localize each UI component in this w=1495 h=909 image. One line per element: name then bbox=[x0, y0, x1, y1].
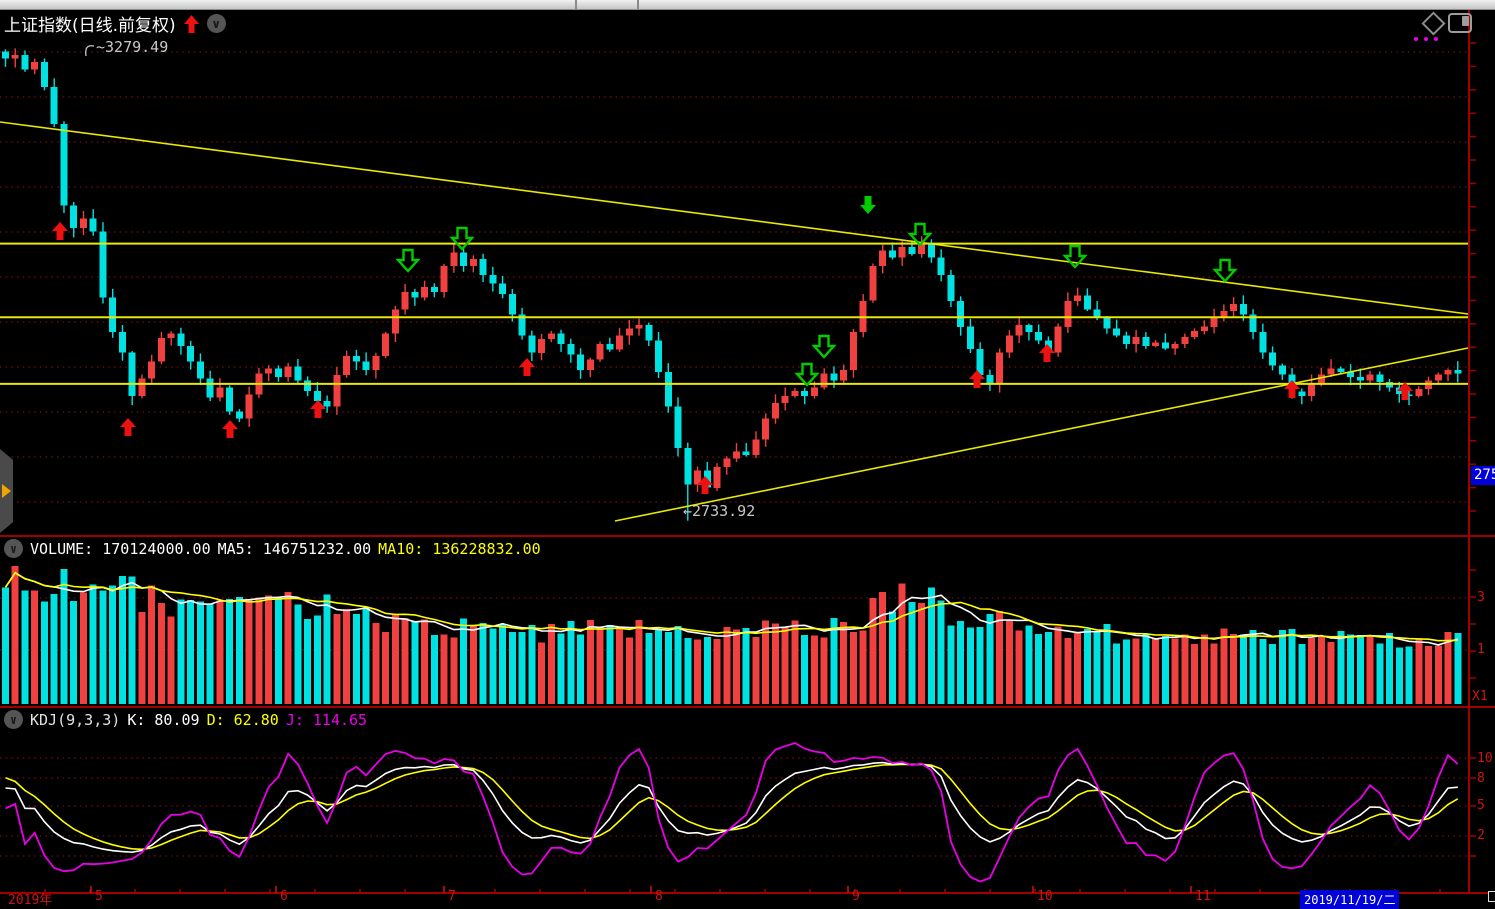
collapse-main-chevron-icon[interactable] bbox=[206, 14, 226, 33]
volume-label: VOLUME: bbox=[30, 539, 94, 558]
window-top-strip bbox=[0, 0, 1495, 10]
k-label: K: bbox=[127, 710, 146, 729]
kdj-pane-header: KDJ(9,3,3) K: 80.09 D: 62.80 J: 114.65 bbox=[4, 710, 367, 729]
main-chart-header: 上证指数(日线.前复权) bbox=[4, 11, 226, 36]
k-value: 80.09 bbox=[154, 710, 200, 729]
magenta-dots-indicator bbox=[1414, 37, 1438, 41]
month-label: 9 bbox=[852, 889, 860, 904]
layout-panel-icon[interactable] bbox=[1448, 13, 1472, 33]
d-label: D: bbox=[206, 710, 225, 729]
up-arrow-icon bbox=[183, 14, 199, 33]
high-price-annotation: ~3279.49 bbox=[96, 38, 169, 56]
low-price-annotation: ←2733.92 bbox=[683, 502, 756, 520]
instrument-title: 上证指数(日线.前复权) bbox=[4, 16, 176, 36]
ma5-label: MA5: bbox=[217, 539, 254, 558]
month-label: 8 bbox=[655, 889, 663, 904]
kdj-axis-label: 5 bbox=[1477, 798, 1485, 813]
j-label: J: bbox=[285, 710, 304, 729]
ma10-value: 136228832.00 bbox=[432, 539, 541, 558]
clipped-edge-glyph bbox=[1488, 891, 1495, 902]
latest-price-label: 275 bbox=[1471, 466, 1495, 485]
volume-axis-label: 3 bbox=[1477, 590, 1485, 605]
ma10-label: MA10: bbox=[378, 539, 424, 558]
collapse-volume-chevron-icon[interactable] bbox=[4, 539, 23, 558]
volume-scale-label: X1 bbox=[1472, 689, 1488, 704]
year-label: 2019年 bbox=[8, 893, 53, 908]
sidebar-expand-handle[interactable] bbox=[0, 449, 13, 533]
d-value: 62.80 bbox=[233, 710, 279, 729]
kdj-axis-label: 8 bbox=[1477, 771, 1485, 786]
expand-triangle-icon bbox=[2, 484, 11, 498]
ma5-value: 146751232.00 bbox=[262, 539, 372, 558]
month-label: 7 bbox=[448, 889, 456, 904]
strip-separator bbox=[637, 0, 639, 9]
volume-axis-label: 1 bbox=[1477, 642, 1485, 657]
month-label: 6 bbox=[280, 889, 288, 904]
j-value: 114.65 bbox=[312, 710, 368, 729]
month-label: 11 bbox=[1195, 889, 1211, 904]
month-label: 5 bbox=[95, 889, 103, 904]
kdj-name: KDJ(9,3,3) bbox=[30, 710, 121, 729]
kdj-axis-label: 2 bbox=[1477, 828, 1485, 843]
strip-separator bbox=[575, 0, 577, 9]
collapse-kdj-chevron-icon[interactable] bbox=[4, 710, 23, 729]
volume-value: 170124000.00 bbox=[102, 539, 211, 558]
kdj-axis-label: 10 bbox=[1477, 751, 1493, 766]
month-label: 10 bbox=[1037, 889, 1053, 904]
volume-pane-header: VOLUME: 170124000.00 MA5: 146751232.00 M… bbox=[4, 539, 541, 558]
